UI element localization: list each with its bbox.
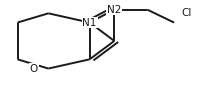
Text: Cl: Cl [181, 8, 192, 18]
Text: O: O [30, 64, 38, 74]
Text: N1: N1 [82, 18, 97, 28]
Text: N2: N2 [107, 5, 122, 15]
